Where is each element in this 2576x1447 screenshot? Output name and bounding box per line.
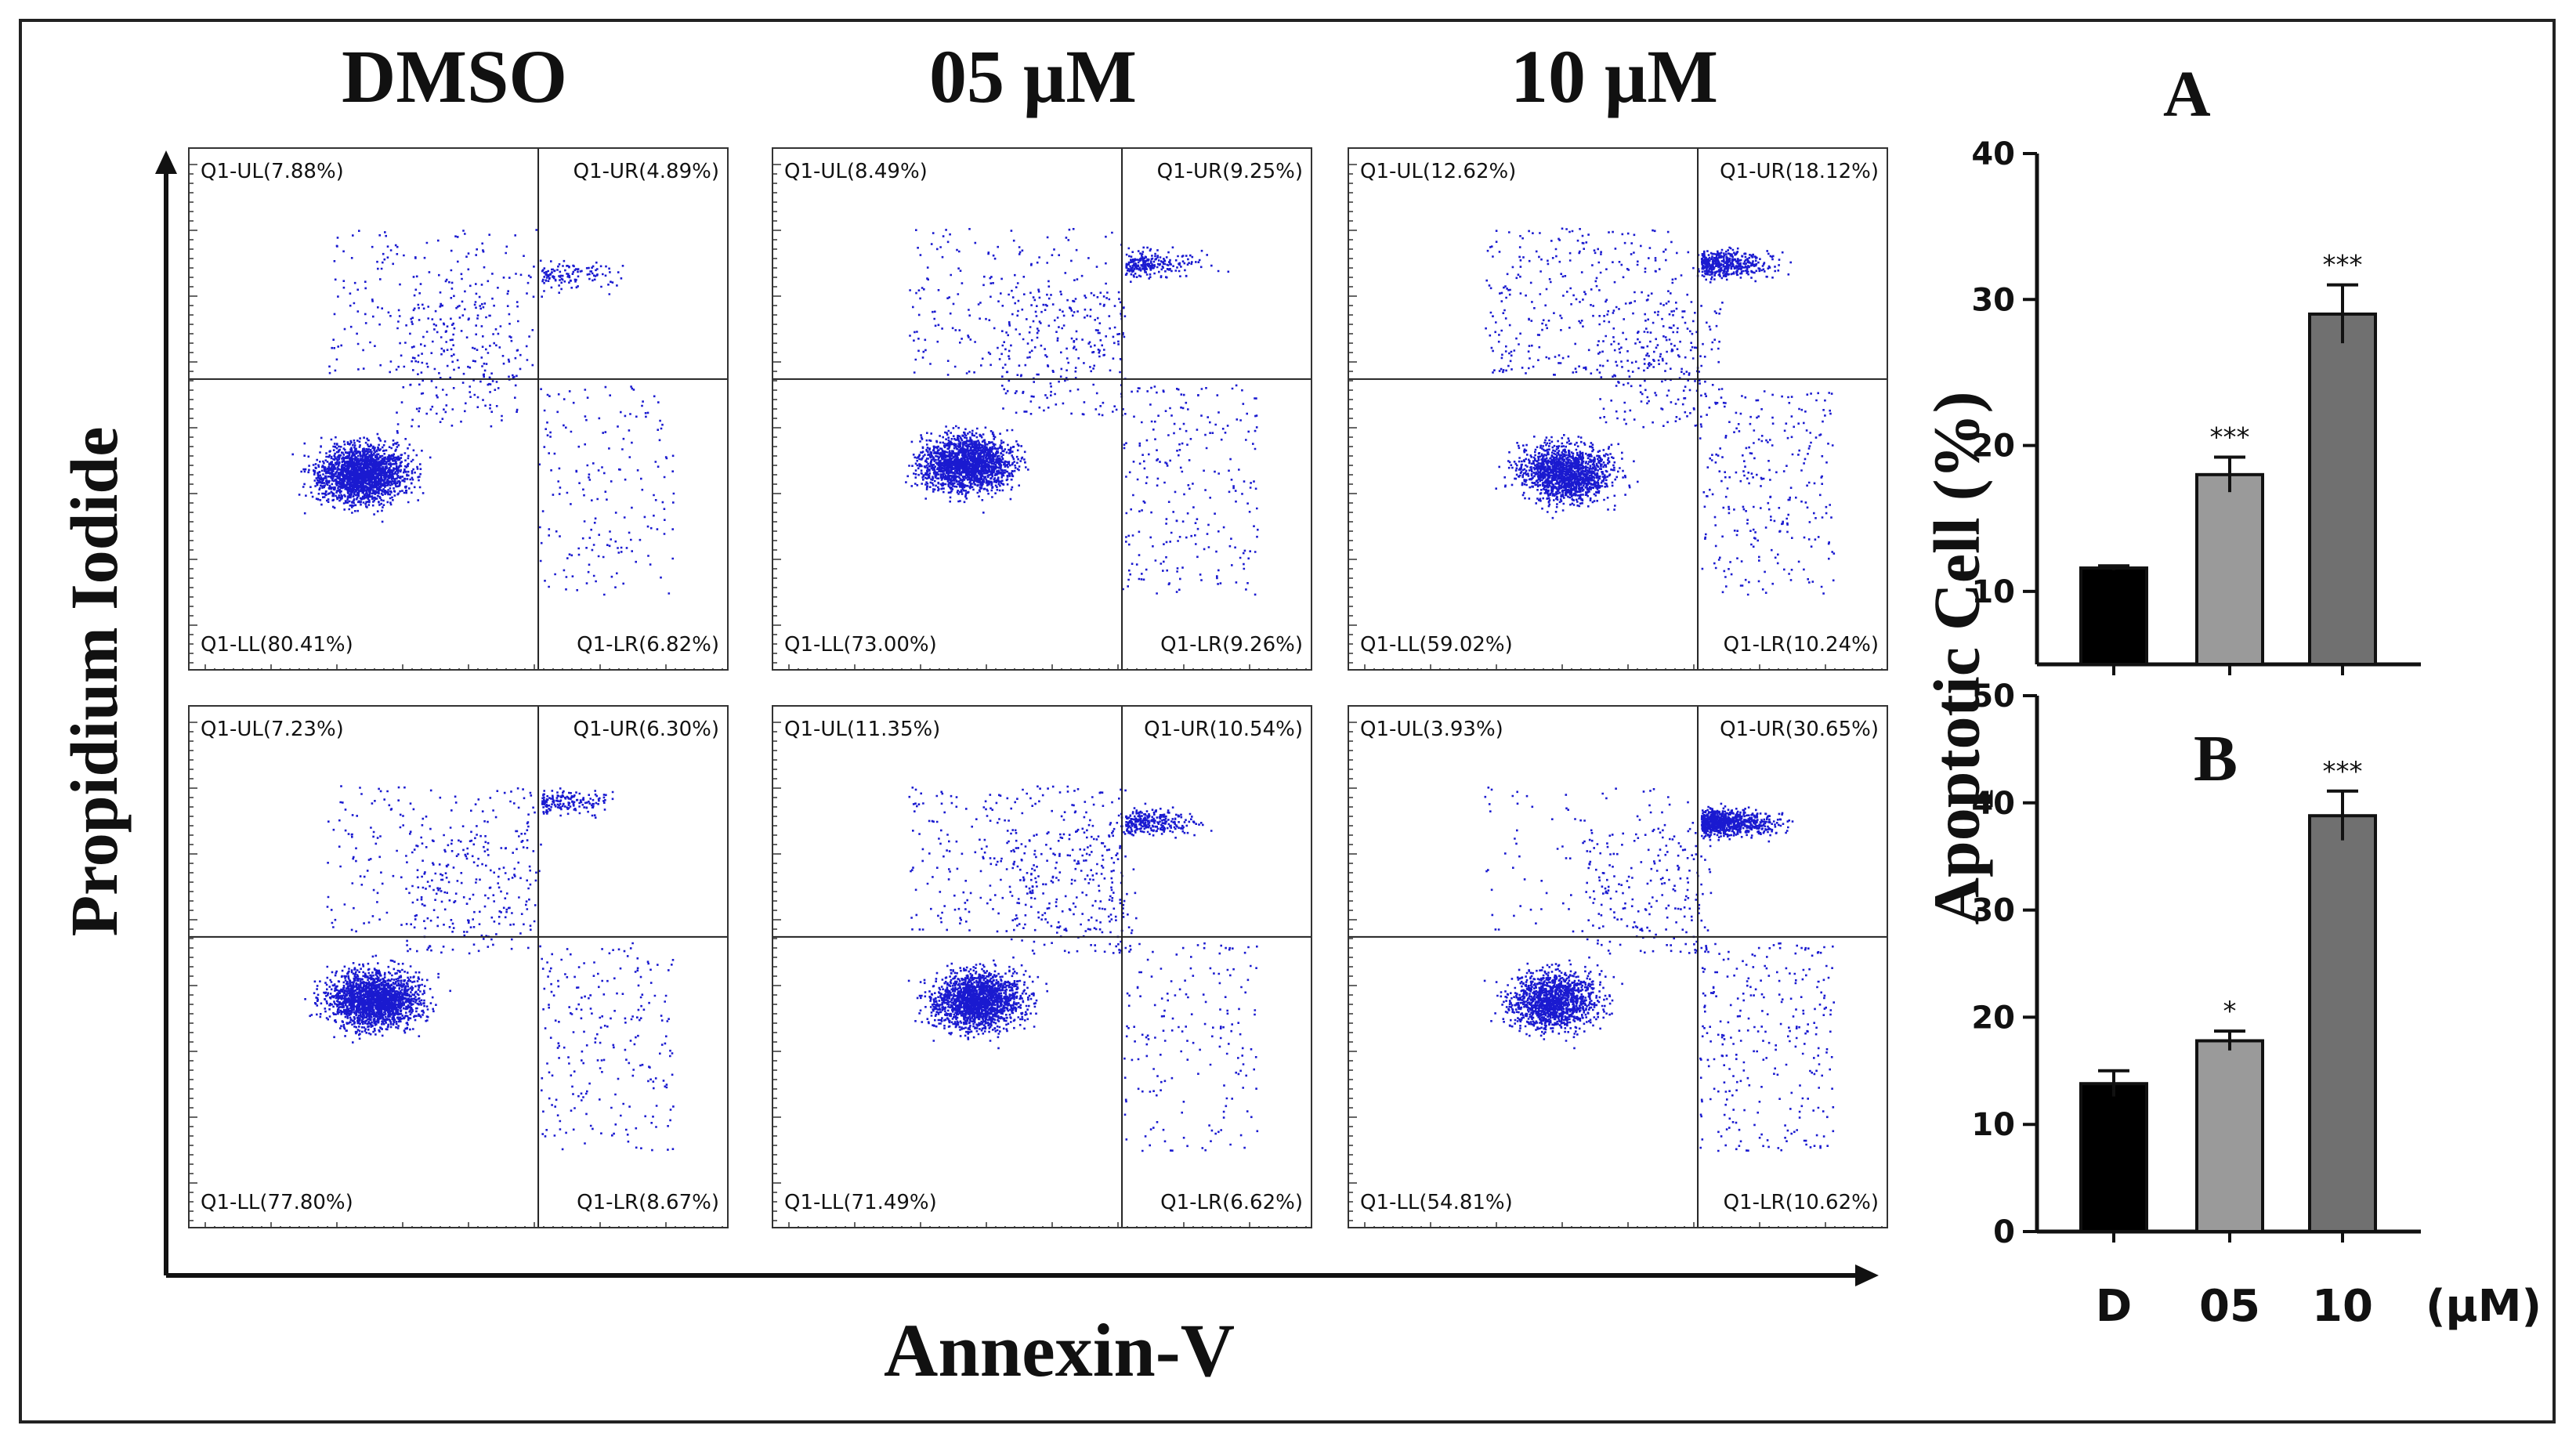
flow-panel: Q1-UL(12.62%) Q1-UR(18.12%) Q1-LL(59.02%) Q… (1348, 147, 1888, 671)
axis-ticks (773, 164, 1307, 669)
flow-panel: Q1-UL(7.23%) Q1-UR(6.30%) Q1-LL(77.80%) Q1-… (188, 705, 729, 1228)
quadrant-label-ul: Q1-UL(3.93%) (1360, 718, 1503, 741)
quadrant-label-lr: Q1-LR(6.62%) (1160, 1191, 1303, 1214)
quadrant-label-ul: Q1-UL(8.49%) (784, 160, 928, 183)
bar-05 (2195, 1039, 2264, 1233)
x-unit-label: (μM) (2426, 1281, 2542, 1332)
figure-frame (19, 19, 2556, 1423)
flow-panel-plot (1349, 149, 1887, 669)
flow-panel-plot (190, 707, 727, 1227)
panel-label-a: A (2163, 58, 2211, 131)
flow-events (1485, 227, 1836, 596)
flow-panel-plot (1349, 707, 1887, 1227)
axis-ticks (1349, 164, 1883, 669)
quadrant-label-lr: Q1-LR(10.24%) (1723, 633, 1879, 657)
quadrant-label-ll: Q1-LL(54.81%) (1360, 1191, 1513, 1214)
quadrant-label-ul: Q1-UL(11.35%) (784, 718, 941, 741)
quadrant-label-ul: Q1-UL(7.88%) (201, 160, 344, 183)
y-tick-label: 30 (1971, 893, 2015, 929)
flow-panel-plot (773, 149, 1311, 669)
significance-marker: *** (2210, 421, 2250, 453)
quadrant-label-lr: Q1-LR(10.62%) (1723, 1191, 1879, 1214)
significance-marker: * (2223, 996, 2237, 1027)
axis-ticks (190, 722, 723, 1227)
flow-panel: Q1-UL(3.93%) Q1-UR(30.65%) Q1-LL(54.81%) Q1… (1348, 705, 1888, 1228)
x-tick-label: 05 (2199, 1281, 2260, 1332)
quadrant-label-ll: Q1-LL(73.00%) (784, 633, 937, 657)
bar-D (2079, 1082, 2148, 1233)
bar-10 (2308, 814, 2377, 1233)
quadrant-label-ll: Q1-LL(77.80%) (201, 1191, 353, 1214)
header-10um: 10 μM (1511, 34, 1719, 118)
bar-y-axis-label: Apoptotic Cell (%) (1920, 391, 1994, 925)
header-dmso: DMSO (342, 34, 567, 118)
quadrant-label-ll: Q1-LL(71.49%) (784, 1191, 937, 1214)
quadrant-label-lr: Q1-LR(6.82%) (577, 633, 719, 657)
bar-D (2079, 566, 2148, 667)
quadrant-label-ur: Q1-UR(18.12%) (1720, 160, 1879, 183)
y-tick-label: 40 (1971, 136, 2015, 172)
axis-ticks (190, 164, 723, 669)
quadrant-label-ur: Q1-UR(30.65%) (1720, 718, 1879, 741)
bar-10 (2308, 312, 2377, 666)
header-05um: 05 μM (929, 34, 1138, 118)
quadrant-label-ur: Q1-UR(10.54%) (1144, 718, 1303, 741)
y-tick-label: 10 (1971, 1107, 2015, 1143)
y-tick-label: 10 (1971, 574, 2015, 610)
flow-panel: Q1-UL(11.35%) Q1-UR(10.54%) Q1-LL(71.49%) Q… (772, 705, 1312, 1228)
x-tick-label: D (2096, 1281, 2132, 1332)
quadrant-label-lr: Q1-LR(8.67%) (577, 1191, 719, 1214)
y-tick-label: 0 (1993, 1214, 2015, 1250)
axis-ticks (1349, 722, 1883, 1227)
y-tick-label: 50 (1971, 678, 2015, 714)
bar-05 (2195, 472, 2264, 666)
significance-marker: *** (2323, 756, 2363, 787)
quadrant-label-lr: Q1-LR(9.26%) (1160, 633, 1303, 657)
flow-panel: Q1-UL(7.88%) Q1-UR(4.89%) Q1-LL(80.41%) Q1-… (188, 147, 729, 671)
quadrant-label-ul: Q1-UL(7.23%) (201, 718, 344, 741)
flow-panel-plot (190, 149, 727, 669)
x-axis-label-annexin-v: Annexin-V (884, 1308, 1236, 1392)
quadrant-label-ur: Q1-UR(9.25%) (1156, 160, 1303, 183)
panel-label-b: B (2194, 722, 2238, 795)
axis-ticks (773, 722, 1307, 1227)
quadrant-label-ur: Q1-UR(6.30%) (573, 718, 719, 741)
quadrant-label-ul: Q1-UL(12.62%) (1360, 160, 1517, 183)
flow-panel-plot (773, 707, 1311, 1227)
y-tick-label: 20 (1971, 429, 2015, 465)
quadrant-label-ll: Q1-LL(80.41%) (201, 633, 353, 657)
flow-events (304, 785, 675, 1152)
y-tick-label: 30 (1971, 282, 2015, 318)
quadrant-label-ll: Q1-LL(59.02%) (1360, 633, 1513, 657)
significance-marker: *** (2323, 250, 2363, 281)
flow-panel: Q1-UL(8.49%) Q1-UR(9.25%) Q1-LL(73.00%) Q1-… (772, 147, 1312, 671)
quadrant-label-ur: Q1-UR(4.89%) (573, 160, 719, 183)
x-tick-label: 10 (2312, 1281, 2373, 1332)
y-tick-label: 20 (1971, 1000, 2015, 1036)
y-tick-label: 40 (1971, 786, 2015, 822)
